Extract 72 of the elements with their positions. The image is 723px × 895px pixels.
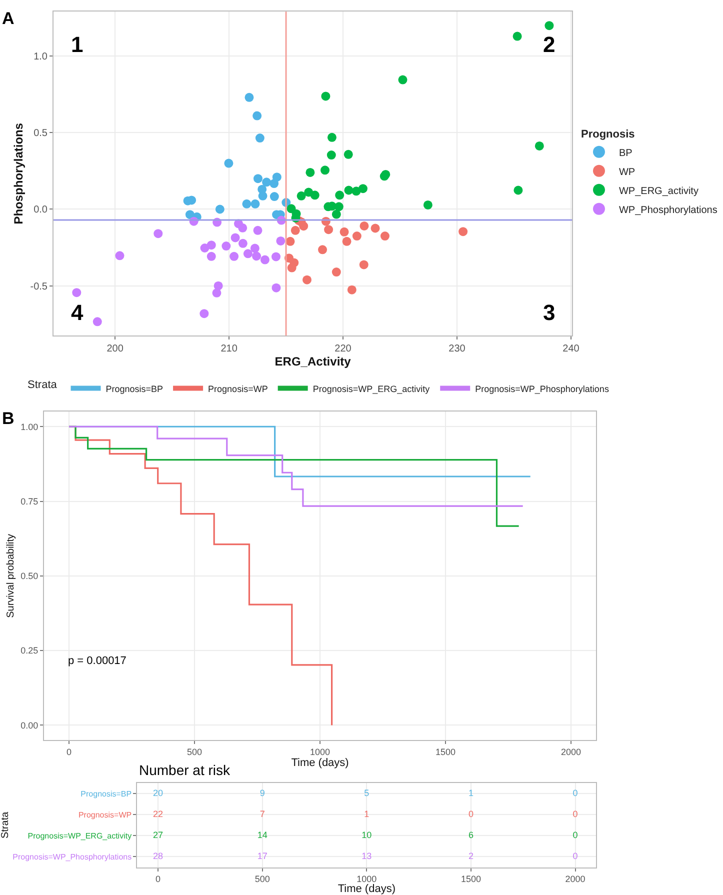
y-tick-label: 0.0 [34,204,48,216]
legend-label: Prognosis=WP_Phosphorylations [475,384,610,394]
annotation: p = 0.00017 [68,655,126,667]
y-tick-label: Prognosis=BP [80,789,132,798]
y-tick-label: Prognosis=WP [78,810,132,820]
legend-label: Prognosis=BP [106,384,164,394]
y-axis-title: Survival probability [6,534,17,618]
annotation: 1 [71,32,84,57]
legend-label: BP [618,148,633,159]
x-tick-label: 0 [66,746,72,757]
x-axis-title: Time (days) [338,883,396,895]
x-tick-label: 500 [254,874,270,884]
data-label: 0 [572,850,578,861]
x-axis-title: ERG_Activity [274,354,352,369]
y-tick-label: 0.00 [20,720,38,730]
x-tick-label: 220 [334,344,352,355]
y-axis-title: Strata [0,811,11,839]
data-label: 0 [468,808,474,819]
x-axis-title: Time (days) [291,757,349,770]
y-tick-label: Prognosis=WP_Phosphorylations [12,852,132,862]
data-label: 2 [468,850,474,861]
annotation: 2 [543,32,556,57]
data-label: 13 [362,850,372,861]
data-label: 6 [468,830,474,840]
data-label: 1 [468,788,474,798]
x-tick-label: 210 [220,344,238,355]
x-tick-label: 1000 [356,874,377,884]
x-tick-label: 2000 [561,746,582,757]
data-label: 10 [362,830,372,840]
chart-title: A [2,9,14,28]
annotation: 3 [543,300,556,325]
y-tick-label: 1.00 [20,422,38,432]
x-tick-label: 230 [448,344,466,355]
x-tick-label: 200 [106,344,124,355]
y-tick-label: -0.5 [30,281,48,292]
data-label: 28 [153,850,164,861]
data-label: 27 [153,830,164,840]
x-tick-label: 1500 [460,874,481,884]
x-tick-label: 1500 [436,746,456,757]
data-label: 17 [257,850,268,861]
chart-title: Number at risk [139,762,232,778]
data-label: 7 [260,808,265,819]
x-tick-label: 240 [562,344,580,355]
data-label: 0 [572,788,578,798]
y-tick-label: 0.25 [20,646,38,656]
annotation: 4 [71,300,84,325]
x-tick-label: 500 [187,746,202,757]
legend-title: Prognosis [580,128,635,140]
data-label: 0 [572,830,578,840]
y-tick-label: Prognosis=WP_ERG_activity [28,832,132,841]
chart-title: B [2,409,14,428]
y-tick-label: 0.75 [20,496,38,506]
legend-label: Prognosis=WP [208,384,268,394]
y-axis-title: Phosphorylations [12,122,26,224]
legend-title: Strata [28,379,58,392]
y-tick-label: 1.0 [34,52,48,63]
legend-label: Prognosis=WP_ERG_activity [312,384,430,394]
legend-label: WP [618,166,636,178]
y-tick-label: 0.5 [34,128,48,140]
x-tick-label: 2000 [565,874,586,884]
data-label: 14 [257,830,268,840]
data-label: 5 [364,788,370,798]
data-label: 9 [260,788,265,798]
legend-label: WP_ERG_activity [618,186,698,197]
x-tick-label: 1000 [310,746,330,757]
legend-label: WP_Phosphorylations [618,204,718,216]
data-label: 20 [153,788,164,798]
y-tick-label: 0.50 [20,571,38,582]
data-label: 1 [364,808,370,819]
data-label: 22 [153,808,164,819]
data-label: 0 [572,808,578,819]
x-tick-label: 0 [156,874,161,884]
